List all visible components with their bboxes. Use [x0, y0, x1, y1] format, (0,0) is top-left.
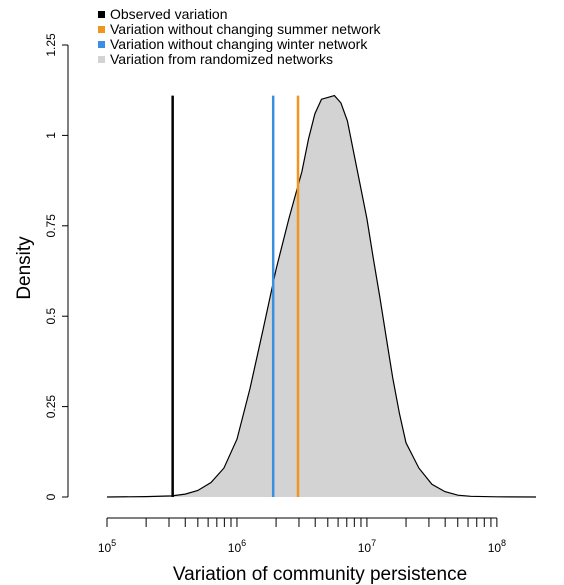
legend-label-2: Variation without changing winter networ…	[110, 36, 368, 52]
y-tick-label-5: 1.25	[44, 33, 58, 57]
x-axis: 105 106 107 108	[98, 517, 506, 555]
y-tick-label-1: 0.25	[44, 395, 58, 419]
y-axis: 0 0.25 0.5 0.75 1 1.25	[44, 33, 69, 500]
plot-area	[106, 94, 537, 498]
legend-swatch-0	[98, 11, 105, 18]
y-tick-label-3: 0.75	[44, 214, 58, 238]
legend-label-0: Observed variation	[110, 6, 228, 22]
density-area	[107, 95, 536, 497]
y-tick-label-2: 0.5	[44, 308, 58, 325]
x-tick-label-1: 106	[228, 538, 246, 555]
x-tick-label-3: 108	[488, 538, 506, 555]
density-curve	[106, 94, 537, 498]
legend-label-3: Variation from randomized networks	[110, 51, 333, 67]
x-tick-label-0: 105	[98, 538, 116, 555]
legend-swatch-3	[98, 56, 105, 63]
x-axis-title: Variation of community persistence	[173, 564, 467, 585]
legend-swatch-2	[98, 41, 105, 48]
legend-swatch-1	[98, 26, 105, 33]
y-tick-label-4: 1	[44, 132, 58, 139]
y-tick-label-0: 0	[44, 493, 58, 500]
legend-label-1: Variation without changing summer networ…	[110, 21, 382, 37]
y-axis-title: Density	[14, 236, 35, 300]
x-tick-label-2: 107	[358, 538, 376, 555]
